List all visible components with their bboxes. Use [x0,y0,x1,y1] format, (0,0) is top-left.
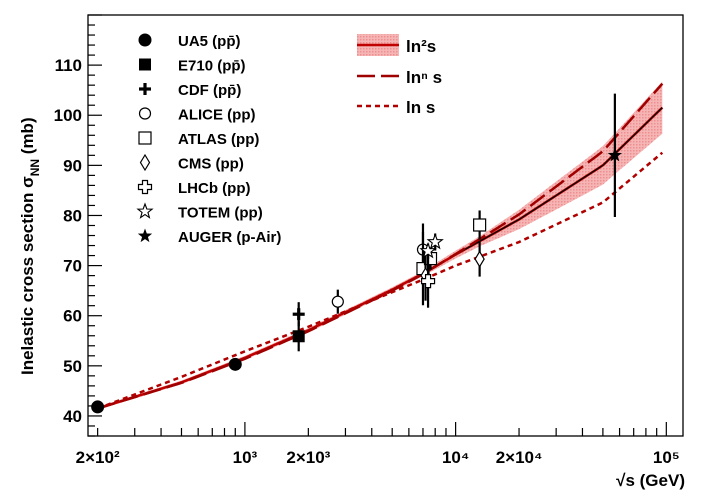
x-tick-label: 2×10³ [286,448,330,467]
legend-entry: TOTEM (pp) [136,202,263,222]
y-tick-label: 60 [63,307,82,326]
legend-fit-label: lnⁿ s [406,68,442,87]
fit-curves [97,81,664,410]
legend-label: LHCb (pp) [178,180,250,197]
data-point [91,400,105,414]
plot-frame [87,14,684,437]
marker-filled-circle [91,400,105,414]
series-0 [91,357,242,414]
y-tick-label: 90 [63,156,82,175]
marker-open-square [138,131,152,145]
x-tick-label: 10³ [233,448,258,467]
series-7 [419,232,444,259]
y-tick-label: 70 [63,257,82,276]
legend-entry: CDF (pp̄) [139,82,241,99]
fit-line [97,106,664,410]
marker-open-square [473,218,487,232]
legend-fit-label: ln²s [406,37,436,56]
legend-fit-label: ln s [406,98,435,117]
legend-entry: UA5 (pp̄) [138,33,241,50]
marker-open-star [426,232,444,250]
marker-filled-square [139,58,151,71]
legend-label: E710 (pp̄) [178,58,246,75]
legend-entry: LHCb (pp) [137,179,250,197]
legend-fit-entry: ln²s [357,34,436,56]
marker-open-star [136,202,154,219]
legend-label: CDF (pp̄) [178,82,241,99]
x-tick-label: 2×10² [76,448,120,467]
data-point [420,254,436,308]
legend-entry: ATLAS (pp) [138,131,259,148]
data-point [607,93,623,217]
axes: 40 50 60 70 80 90 100 110 2×10² 10³ 2×10³ 10⁴ 2×10⁴ 1… [54,14,684,467]
marker-filled-star [607,147,623,162]
y-tick-label: 40 [63,407,82,426]
marker-open-cross [137,179,153,195]
series-3 [331,223,430,314]
x-axis-title: √s (GeV) [616,471,685,490]
legend-entry: ALICE (pp) [138,107,255,124]
legend-entry: CMS (pp) [139,153,244,173]
legend-label: UA5 (pp̄) [178,33,241,50]
marker-filled-star [137,228,153,243]
legend-fit-entry: ln s [357,98,435,117]
legend: UA5 (pp̄) E710 (pp̄) CDF (pp̄) ALICE (pp) AT… [136,33,442,246]
data-point [473,210,487,240]
legend-label: AUGER (p-Air) [178,229,281,246]
fit-curve-1 [97,82,664,410]
y-tick-label: 50 [63,357,82,376]
y-tick-label: 100 [54,106,82,125]
x-tick-label: 2×10⁴ [496,448,543,467]
series-6 [420,254,436,308]
marker-plus [292,308,305,321]
x-tick-label: 10⁴ [442,448,469,467]
series-2 [292,302,305,327]
legend-label: ATLAS (pp) [178,131,259,148]
y-axis-title: Inelastic cross section σNN (mb) [18,117,42,375]
marker-open-circle [331,295,344,308]
y-axis-title-unit: (mb) [18,117,37,159]
marker-plus [139,83,151,95]
y-tick-label: 80 [63,206,82,225]
data-point [331,289,344,314]
fit-central-line [455,107,663,255]
data-point [426,232,444,251]
marker-open-diamond [139,153,151,172]
y-axis-title-main: Inelastic cross section σ [18,176,37,375]
fit-line [97,82,664,410]
marker-open-cross [420,274,436,289]
y-tick-label: 110 [55,56,82,75]
legend-label: CMS (pp) [178,156,244,173]
legend-label: TOTEM (pp) [178,205,263,222]
y-axis-title-subscript: NN [28,159,42,176]
marker-filled-circle [138,33,152,47]
legend-label: ALICE (pp) [178,107,255,124]
marker-open-star [419,241,437,259]
data-point [474,241,485,277]
series-8 [607,93,623,217]
legend-entry: AUGER (p-Air) [137,228,281,246]
marker-open-circle [138,107,152,120]
data-point [419,241,437,259]
fit-line [97,151,664,410]
data-point [292,302,305,327]
legend-entry: E710 (pp̄) [139,58,246,75]
legend-fit-entry: lnⁿ s [357,68,442,87]
data-points [91,93,623,414]
fit-curve-2 [97,151,664,410]
marker-filled-circle [228,357,242,371]
marker-filled-square [292,330,305,343]
data-point [228,357,242,371]
marker-open-diamond [474,250,485,268]
x-tick-label: 10⁵ [653,448,680,467]
